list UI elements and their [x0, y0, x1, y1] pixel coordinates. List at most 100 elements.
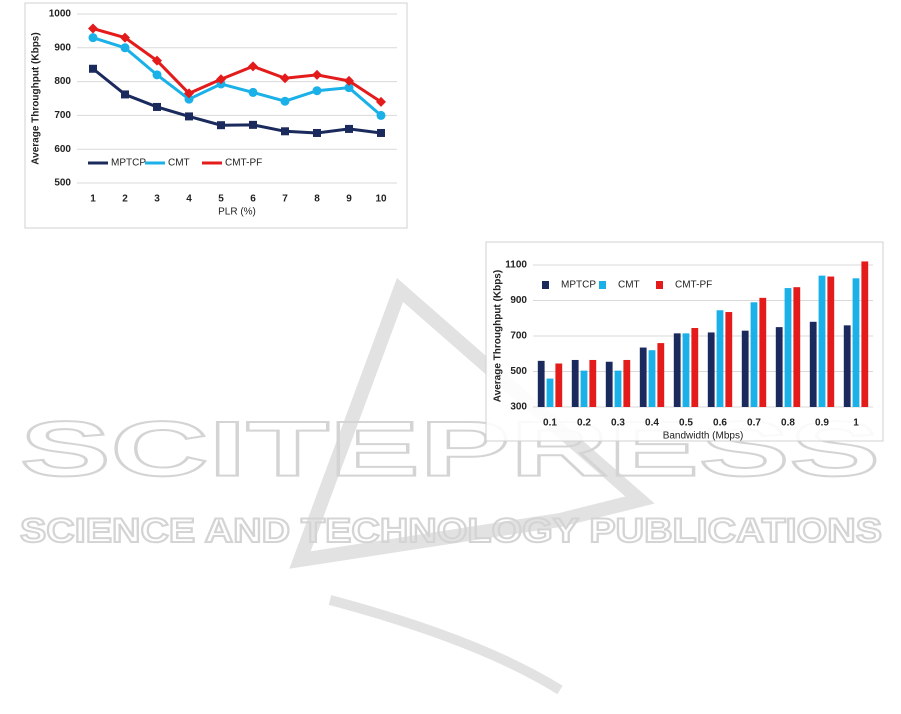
bar	[657, 343, 665, 407]
marker	[88, 23, 98, 34]
series-line	[92, 27, 382, 104]
y-tick-label: 500	[54, 178, 71, 189]
x-tick-label: 0.1	[543, 418, 557, 429]
x-tick-label: 0.6	[713, 418, 727, 429]
y-tick-label: 1100	[505, 260, 527, 271]
x-tick-label: 0.4	[645, 418, 659, 429]
bar	[589, 359, 597, 407]
bar	[673, 333, 681, 407]
y-tick-label: 900	[510, 295, 527, 306]
bar	[639, 347, 647, 407]
x-tick-label: 9	[346, 194, 352, 205]
x-tick-label: 3	[154, 194, 160, 205]
watermark-tagline: SCIENCE AND TECHNOLOGY PUBLICATIONS	[20, 512, 882, 550]
bar	[707, 332, 715, 407]
x-tick-label: 4	[186, 194, 192, 205]
watermark-shape	[328, 595, 563, 695]
legend-label: CMT	[618, 280, 640, 291]
bar	[793, 287, 801, 407]
x-tick-label: 0.9	[815, 418, 829, 429]
marker	[377, 128, 385, 137]
legend-label: CMT-PF	[225, 158, 262, 169]
marker	[281, 127, 289, 136]
marker	[344, 83, 354, 93]
x-tick-label: 7	[282, 194, 288, 205]
bar	[648, 350, 656, 407]
marker	[344, 75, 354, 86]
marker	[345, 124, 353, 133]
marker	[312, 86, 322, 96]
x-tick-label: 8	[314, 194, 320, 205]
y-tick-label: 300	[510, 402, 527, 413]
marker	[248, 87, 258, 97]
y-tick-label: 600	[54, 144, 71, 155]
bar	[725, 312, 733, 407]
marker	[120, 32, 130, 43]
legend-label: MPTCP	[111, 158, 146, 169]
x-axis-label: Bandwidth (Mbps)	[663, 431, 744, 442]
x-tick-label: 0.5	[679, 418, 693, 429]
marker	[152, 55, 162, 66]
x-tick-label: 0.2	[577, 418, 591, 429]
series-line	[92, 36, 382, 117]
bar	[555, 363, 563, 407]
bar	[741, 330, 749, 407]
bar	[750, 302, 758, 407]
legend-swatch	[542, 281, 549, 289]
y-axis-label: Average Throughput (Kbps)	[31, 32, 42, 164]
marker	[121, 90, 129, 99]
bar	[775, 327, 783, 407]
y-tick-label: 700	[510, 331, 527, 342]
chart: 500 600 700 800 900 1000 1 2 3 4 5 6 7 8 9 10 PLR (%) Ave…	[24, 2, 408, 229]
marker	[376, 96, 386, 107]
marker	[249, 120, 257, 129]
marker	[280, 96, 290, 106]
marker	[89, 64, 97, 73]
marker	[312, 69, 322, 80]
watermark-shape	[289, 278, 655, 569]
marker	[280, 73, 290, 84]
bar	[580, 370, 588, 407]
series-line	[92, 67, 382, 135]
y-tick-label: 1000	[49, 9, 72, 20]
y-tick-label: 900	[54, 42, 71, 53]
x-tick-label: 6	[250, 194, 256, 205]
legend-label: CMT	[168, 158, 190, 169]
bar	[809, 321, 817, 407]
bar	[623, 359, 631, 407]
marker	[184, 94, 194, 104]
marker	[248, 61, 258, 72]
bar	[784, 288, 792, 407]
bar	[691, 328, 699, 407]
marker	[185, 112, 193, 121]
marker	[376, 110, 386, 120]
bar	[571, 359, 579, 407]
legend-label: CMT-PF	[675, 280, 712, 291]
bar	[537, 360, 545, 407]
bar	[827, 276, 835, 407]
marker	[184, 88, 194, 99]
marker	[217, 121, 225, 130]
legend-swatch	[599, 281, 606, 289]
marker	[152, 70, 162, 80]
y-tick-label: 800	[54, 76, 71, 87]
x-tick-label: 0.3	[611, 418, 625, 429]
bar	[716, 310, 724, 407]
x-tick-label: 5	[218, 194, 224, 205]
x-tick-label: 2	[122, 194, 128, 205]
marker	[216, 74, 226, 85]
y-axis-label: Average Throughput (Kbps)	[493, 270, 504, 402]
bar	[843, 325, 851, 407]
x-tick-label: 1	[90, 194, 96, 205]
bar	[852, 278, 860, 407]
x-tick-label: 0.8	[781, 418, 795, 429]
y-tick-label: 500	[510, 366, 527, 377]
bar	[614, 370, 622, 407]
bar	[605, 361, 613, 407]
legend-swatch	[656, 281, 663, 289]
legend-label: MPTCP	[561, 280, 596, 291]
marker	[313, 128, 321, 137]
bar	[818, 275, 826, 407]
